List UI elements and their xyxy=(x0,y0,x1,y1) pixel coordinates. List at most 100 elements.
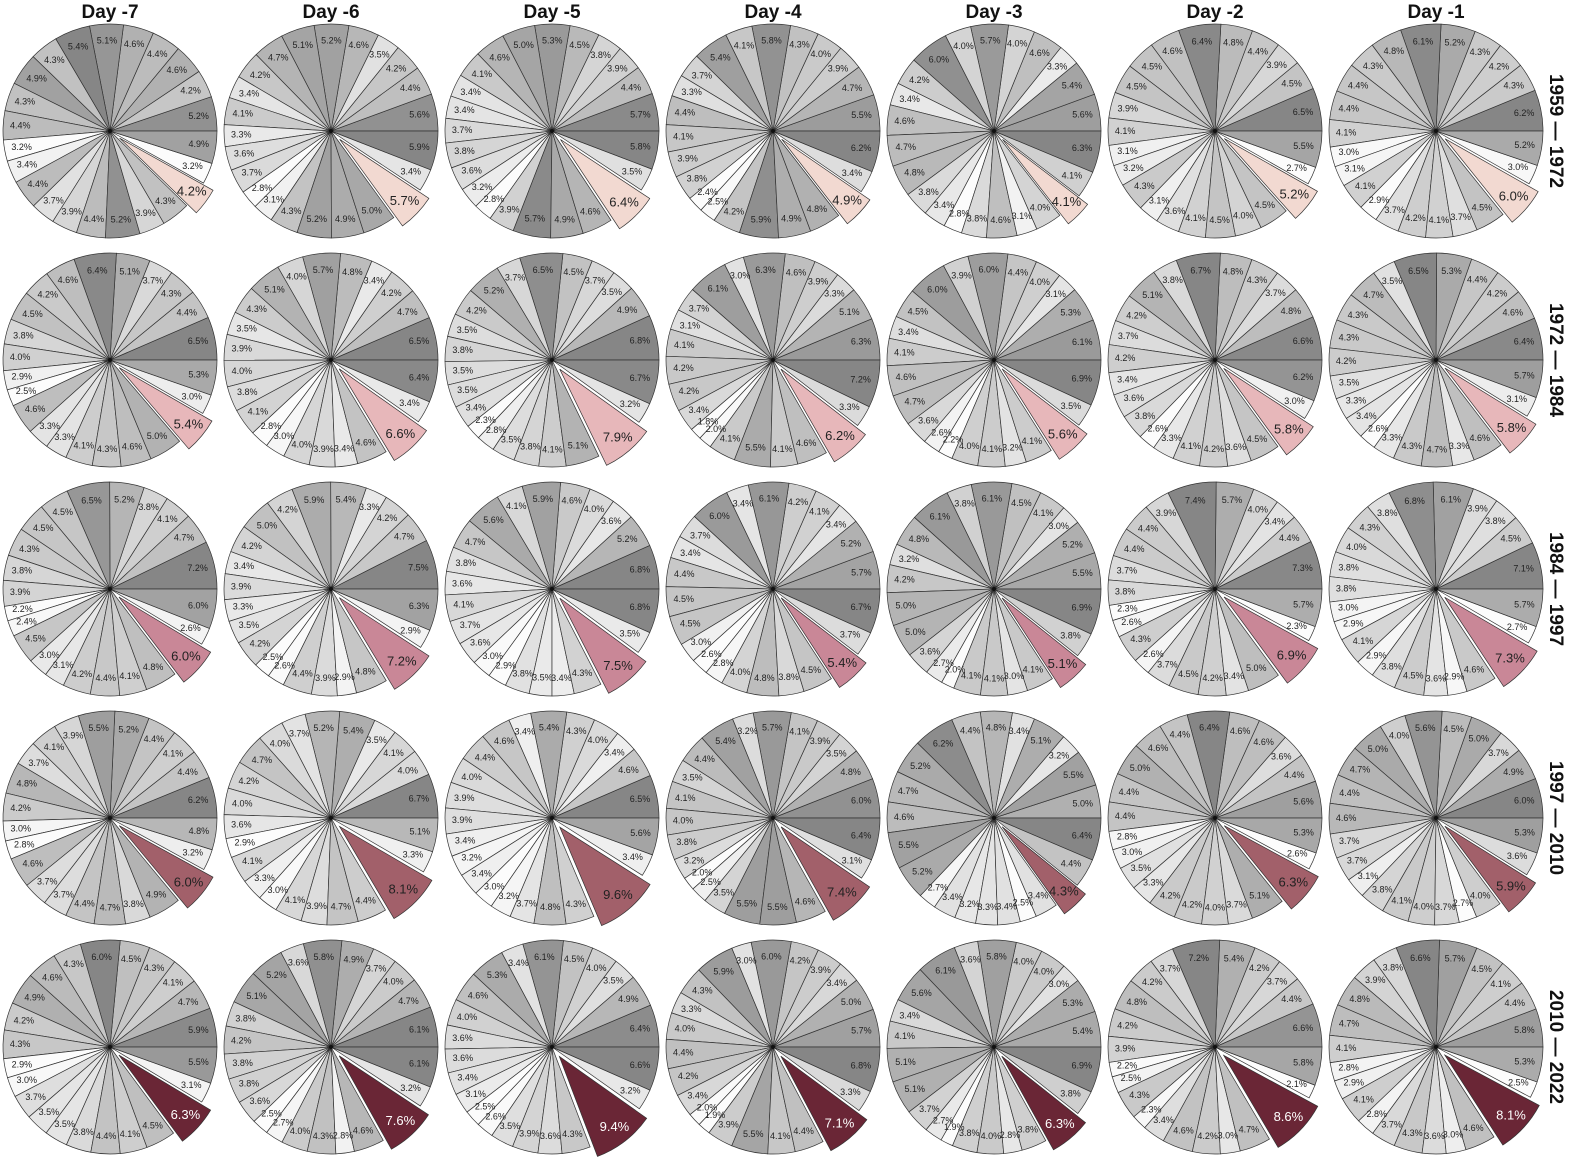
pie: 5.6% 4.4% 4.2% 3.5%4.6% 5.2% 5.1% 4.7% 4.2% 3.4%… xyxy=(223,23,439,239)
slice xyxy=(330,588,439,631)
slice-label: 4.4% xyxy=(1061,859,1082,869)
slice-label: 2.9% xyxy=(1444,671,1465,681)
slice-label: 2.7% xyxy=(1286,163,1307,173)
highlight-slice xyxy=(1444,138,1539,223)
slice-label: 2.3% xyxy=(1141,1105,1162,1115)
slice-label: 6.4% xyxy=(1192,36,1213,46)
slice-label: 4.3% xyxy=(562,1129,583,1139)
slice-label: 3.1% xyxy=(1117,146,1138,156)
slice-label: 3.6% xyxy=(1124,393,1145,403)
slice-label: 5.7% xyxy=(313,265,334,275)
pie-center xyxy=(771,587,775,591)
slice-label: 3.9% xyxy=(231,581,252,591)
slice-label: 4.1% xyxy=(163,748,184,758)
slice-label: 4.2% xyxy=(14,1016,35,1026)
slice-label: 2.7% xyxy=(1507,622,1528,632)
slice-label: 3.2% xyxy=(1002,442,1023,452)
slice-label: 6.6% xyxy=(1410,953,1431,963)
slice-label: 3.4% xyxy=(457,1072,478,1082)
slice-label: 5.1% xyxy=(409,827,430,837)
slice-label: 3.0% xyxy=(1338,603,1359,613)
highlight-slice xyxy=(781,138,871,225)
slice-label: 2.9% xyxy=(400,625,421,635)
slice xyxy=(109,817,179,918)
slice-label: 3.9% xyxy=(315,673,336,683)
slice-label: 3.1% xyxy=(181,1080,202,1090)
slice-label: 3.5% xyxy=(236,323,257,333)
pie: 6.0%4.8%3.5%3.9%4.1%5.7%3.2%5.4%4.4%3.5%… xyxy=(665,710,881,926)
highlight-slice xyxy=(1001,1055,1087,1151)
slice-label: 3.4% xyxy=(942,892,963,902)
column-title: Day -4 xyxy=(744,2,801,23)
pie: 6.5% 4.4% 4.3% 3.7%5.1% 6.4% 4.6% 4.2% 4.5% 3.8%… xyxy=(2,252,218,468)
slice-label: 4.6% xyxy=(618,765,639,775)
slice-label: 5.7% xyxy=(1445,954,1466,964)
slice-label: 3.3% xyxy=(1143,878,1164,888)
slice-label: 5.2% xyxy=(841,539,862,549)
pie: 6.7%4.0%4.1%3.5%5.4%5.2%3.7%4.0%4.7%4.2%… xyxy=(223,710,439,926)
slice-label: 3.7% xyxy=(1450,212,1471,222)
slice-label: 4.1% xyxy=(720,433,741,443)
slice xyxy=(1435,1046,1495,1151)
slice-label: 5.7% xyxy=(851,1025,872,1035)
slice-label: 3.7% xyxy=(25,1092,46,1102)
slice-label: 6.0% xyxy=(1514,796,1535,806)
slice xyxy=(330,1046,439,1088)
slice-label: 4.7% xyxy=(100,902,121,912)
slice-label: 5.7% xyxy=(525,214,546,224)
slice-label: 3.7% xyxy=(840,629,861,639)
slice xyxy=(1435,588,1496,692)
slice-label: 7.4% xyxy=(1185,496,1206,506)
slice-label: 3.5% xyxy=(457,325,478,335)
slice xyxy=(1214,817,1283,919)
pie: 6.5%4.6%3.4%4.0%4.3%5.4%3.4%4.6%4.4%4.0%… xyxy=(444,710,660,927)
slice-label: 3.8% xyxy=(1336,584,1357,594)
slice-label: 3.5% xyxy=(682,773,703,783)
slice-label: 4.7% xyxy=(252,755,273,765)
slice-label: 6.0% xyxy=(188,600,209,610)
slice-label: 3.7% xyxy=(516,899,537,909)
slice-label: 2.8% xyxy=(14,839,35,849)
slice xyxy=(109,588,218,629)
pie-center xyxy=(329,1045,333,1049)
pie-center xyxy=(771,816,775,820)
slice-label: 6.6% xyxy=(630,1060,651,1070)
slice-label: 4.6% xyxy=(796,438,817,448)
pie: 5.7%5.2%3.4%4.1%4.2%6.1%3.4%6.0%3.7%3.4%… xyxy=(665,481,881,697)
slice-label: 3.0% xyxy=(1218,1130,1239,1140)
slice-label: 3.8% xyxy=(452,345,473,355)
slice-label: 4.7% xyxy=(904,397,925,407)
pie: 5.4%5.3%3.0%4.0%4.0%5.8%3.6%6.1%5.6%3.4%… xyxy=(886,939,1102,1155)
slice-label: 4.1% xyxy=(1391,895,1412,905)
slice-label: 3.9% xyxy=(808,277,829,287)
slice-label: 6.9% xyxy=(1072,1061,1093,1071)
slice xyxy=(330,130,439,171)
slice-label: 2.0% xyxy=(692,868,713,878)
slice-label: 4.5% xyxy=(1472,203,1493,213)
slice-label: 2.9% xyxy=(12,1059,33,1069)
slice-label: 3.9% xyxy=(810,965,831,975)
slice-label: 6.0% xyxy=(709,511,730,521)
slice-label: 4.6% xyxy=(355,437,376,447)
slice-label: 3.4% xyxy=(1265,516,1286,526)
pie: 7.2%4.7%4.1%3.8%5.2%6.5%4.5%4.5%4.3%3.8%… xyxy=(2,481,218,697)
slice-label: 6.8% xyxy=(630,602,651,612)
slice-label: 3.6% xyxy=(1225,442,1246,452)
slice-label: 4.3% xyxy=(10,1039,31,1049)
slice-label: 2.2% xyxy=(943,434,964,444)
slice-label: 3.9% xyxy=(63,730,84,740)
slice-label: 3.4% xyxy=(471,868,492,878)
pie: 6.0%4.9%3.7%5.0%4.5%5.6%4.0%5.0%4.7%4.4%… xyxy=(1328,710,1544,926)
slice-label: 4.6% xyxy=(1463,1123,1484,1133)
slice-label: 4.7% xyxy=(1339,1018,1360,1028)
slice-label: 6.8% xyxy=(630,565,651,575)
slice-label: 4.0% xyxy=(383,977,404,987)
slice-label: 2.9% xyxy=(1369,195,1390,205)
slice-label: 3.4% xyxy=(466,402,487,412)
slice-label: 3.8% xyxy=(455,558,476,568)
slice-label: 4.5% xyxy=(1403,670,1424,680)
slice-label: 5.3% xyxy=(1293,827,1314,837)
slice-label: 4.5% xyxy=(1281,78,1302,88)
slice-label: 5.0% xyxy=(361,206,382,216)
slice-label: 5.2% xyxy=(118,724,139,734)
